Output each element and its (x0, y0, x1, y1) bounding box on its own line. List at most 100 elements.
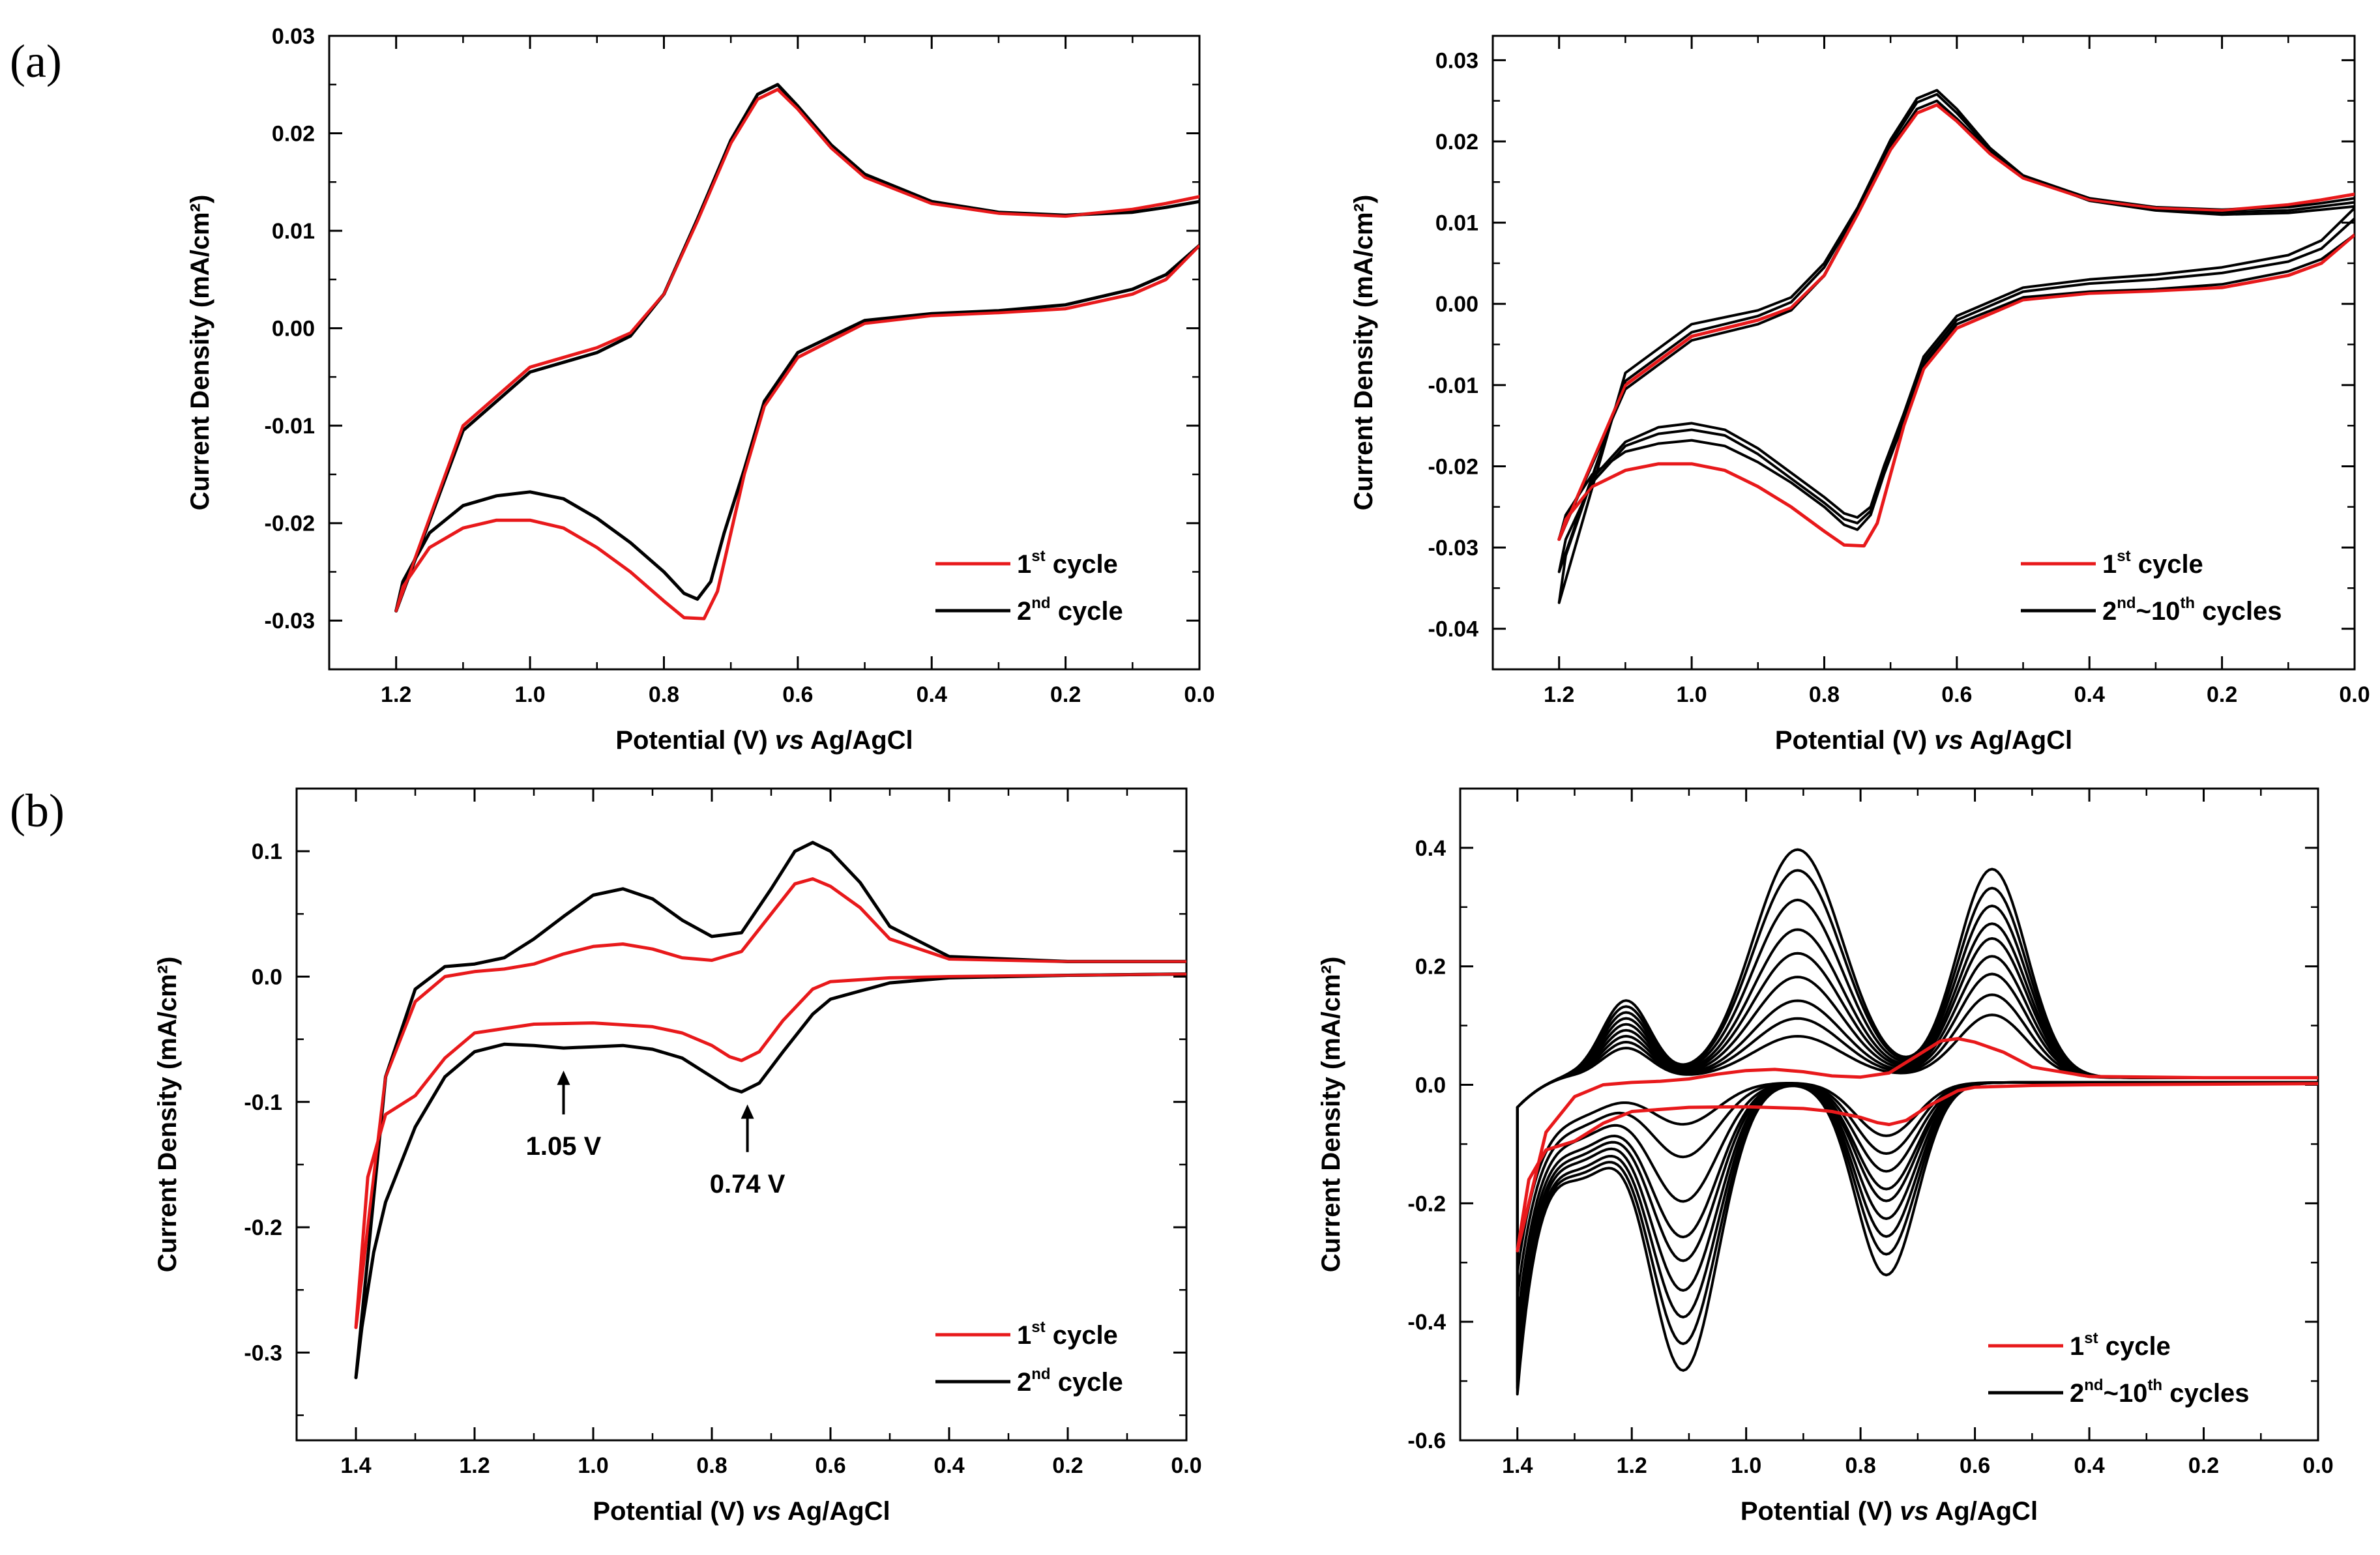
y-tick-label: 0.00 (272, 317, 315, 342)
y-tick-label: -0.3 (244, 1341, 282, 1365)
legend-label: 1st cycle (1017, 547, 1118, 579)
y-tick-label: 0.4 (1415, 836, 1446, 861)
x-tick-label: 0.2 (2207, 682, 2237, 707)
chart-b-right: 1.4 1.2 1.0 0.8 0.6 0.4 0.2 0.0 -0.6 -0.4 -0.2 0.0 0… (1317, 787, 2334, 1526)
x-tick-label: 0.4 (933, 1453, 964, 1478)
x-tick-label: 0.2 (1052, 1453, 1083, 1478)
x-tick-label: 1.4 (1502, 1453, 1533, 1478)
x-tick-label: 1.2 (1544, 682, 1574, 707)
x-tick-label: 0.2 (2188, 1453, 2219, 1478)
x-tick-label: 0.4 (2074, 1453, 2104, 1478)
x-tick-label: 1.2 (381, 682, 411, 707)
annotation-label: 0.74 V (710, 1170, 786, 1199)
y-tick-label: -0.2 (244, 1215, 282, 1240)
plot-frame (295, 787, 1188, 1442)
series-line-0 (354, 877, 1186, 1330)
x-tick-label: 0.8 (649, 682, 679, 707)
series-line-1 (354, 841, 1186, 1380)
series-line-first-cycle-overlay (1557, 103, 2355, 547)
chart-b-left: 1.4 1.2 1.0 0.8 0.6 0.4 0.2 0.0 -0.3 -0.2 -0.1 0.0 0… (153, 787, 1202, 1526)
y-tick-label: 0.0 (252, 965, 282, 989)
legend-label: 2nd cycle (1017, 594, 1123, 626)
legend-label: 2nd~10th cycles (2102, 594, 2282, 626)
panel-label-b: (b) (10, 785, 65, 837)
plot-frame (1491, 35, 2356, 671)
x-tick-label: 1.2 (1617, 1453, 1647, 1478)
plot-area (1516, 848, 2318, 1396)
y-tick-label: -0.1 (244, 1090, 282, 1115)
legend-label: 2nd~10th cycles (2070, 1376, 2250, 1408)
y-tick-label: 0.0 (1415, 1073, 1446, 1098)
legend-label: 1st cycle (2070, 1330, 2171, 1361)
series-line-cycle-6 (1516, 937, 2318, 1359)
y-tick-label: -0.01 (265, 414, 316, 439)
chart-a-right: 1.2 1.0 0.8 0.6 0.4 0.2 0.0 -0.04 -0.03 -0.02 -0.0… (1349, 35, 2370, 755)
plot-frame (328, 35, 1201, 671)
y-tick-label: 0.02 (272, 122, 315, 147)
x-axis-label: Potential (V) vs Ag/AgCl (615, 726, 913, 755)
y-tick-label: 0.1 (252, 839, 282, 864)
y-axis-label: Current Density (mA/cm²) (153, 957, 182, 1273)
y-tick-label: -0.02 (1428, 454, 1479, 479)
y-tick-label: -0.4 (1407, 1310, 1446, 1335)
y-tick-label: -0.03 (1428, 536, 1479, 560)
y-tick-label: 0.03 (272, 24, 315, 49)
legend-label: 2nd cycle (1017, 1365, 1123, 1397)
x-tick-label: 1.0 (1676, 682, 1707, 707)
x-tick-label: 0.8 (696, 1453, 727, 1478)
x-axis-label: Potential (V) vs Ag/AgCl (593, 1497, 890, 1526)
y-tick-label: -0.01 (1428, 373, 1479, 398)
x-tick-label: 0.6 (1941, 682, 1972, 707)
x-tick-label: 1.2 (459, 1453, 490, 1478)
plot-area (354, 841, 1186, 1380)
x-tick-label: 0.0 (1184, 682, 1214, 707)
x-tick-label: 1.0 (514, 682, 545, 707)
annotation-arrowhead (557, 1070, 570, 1085)
legend-label: 1st cycle (2102, 547, 2203, 579)
x-tick-label: 0.2 (1050, 682, 1081, 707)
y-axis-label: Current Density (mA/cm²) (186, 195, 214, 511)
x-axis-label: Potential (V) vs Ag/AgCl (1741, 1497, 2038, 1526)
y-tick-label: 0.2 (1415, 955, 1446, 980)
x-tick-label: 0.6 (1960, 1453, 1990, 1478)
series-line-0 (1516, 1037, 2318, 1253)
y-tick-label: 0.02 (1435, 130, 1478, 154)
legend-label: 1st cycle (1017, 1318, 1118, 1350)
y-tick-label: -0.04 (1428, 617, 1479, 642)
x-tick-label: 0.6 (815, 1453, 845, 1478)
x-tick-label: 0.0 (2339, 682, 2370, 707)
plot-frame (1459, 787, 2319, 1442)
y-tick-label: 0.01 (1435, 211, 1478, 236)
x-tick-label: 0.8 (1809, 682, 1840, 707)
x-tick-label: 1.4 (340, 1453, 371, 1478)
y-tick-label: -0.2 (1407, 1191, 1446, 1216)
x-tick-label: 0.6 (782, 682, 813, 707)
series-line-first-cycle-overlay (355, 877, 1186, 1329)
y-axis-label: Current Density (mA/cm²) (1349, 195, 1378, 511)
y-tick-label: 0.03 (1435, 48, 1478, 73)
plot-area (1557, 89, 2355, 604)
annotation-arrowhead (741, 1104, 754, 1119)
x-tick-label: 1.0 (578, 1453, 608, 1478)
x-tick-label: 0.0 (1171, 1453, 1201, 1478)
x-tick-label: 0.8 (1845, 1453, 1876, 1478)
panel-label-a: (a) (10, 35, 62, 87)
x-tick-label: 0.4 (2074, 682, 2105, 707)
x-tick-label: 0.4 (917, 682, 947, 707)
x-tick-label: 1.0 (1731, 1453, 1761, 1478)
series-line-1 (394, 83, 1199, 613)
annotation-label: 1.05 V (526, 1132, 602, 1161)
x-axis-label: Potential (V) vs Ag/AgCl (1775, 726, 2072, 755)
y-tick-label: -0.02 (265, 512, 316, 536)
x-tick-label: 0.0 (2302, 1453, 2333, 1478)
series-line-3 (1557, 89, 2355, 604)
y-axis-label: Current Density (mA/cm²) (1317, 957, 1345, 1273)
series-line-first-cycle-overlay (394, 88, 1199, 620)
y-tick-label: 0.01 (272, 219, 315, 244)
y-tick-label: -0.6 (1407, 1429, 1446, 1453)
plot-area (394, 83, 1199, 620)
chart-a-left: 1.2 1.0 0.8 0.6 0.4 0.2 0.0 -0.03 -0.02 -0.01 0.00… (186, 24, 1215, 755)
y-tick-label: -0.03 (265, 609, 316, 633)
y-tick-label: 0.00 (1435, 292, 1478, 317)
